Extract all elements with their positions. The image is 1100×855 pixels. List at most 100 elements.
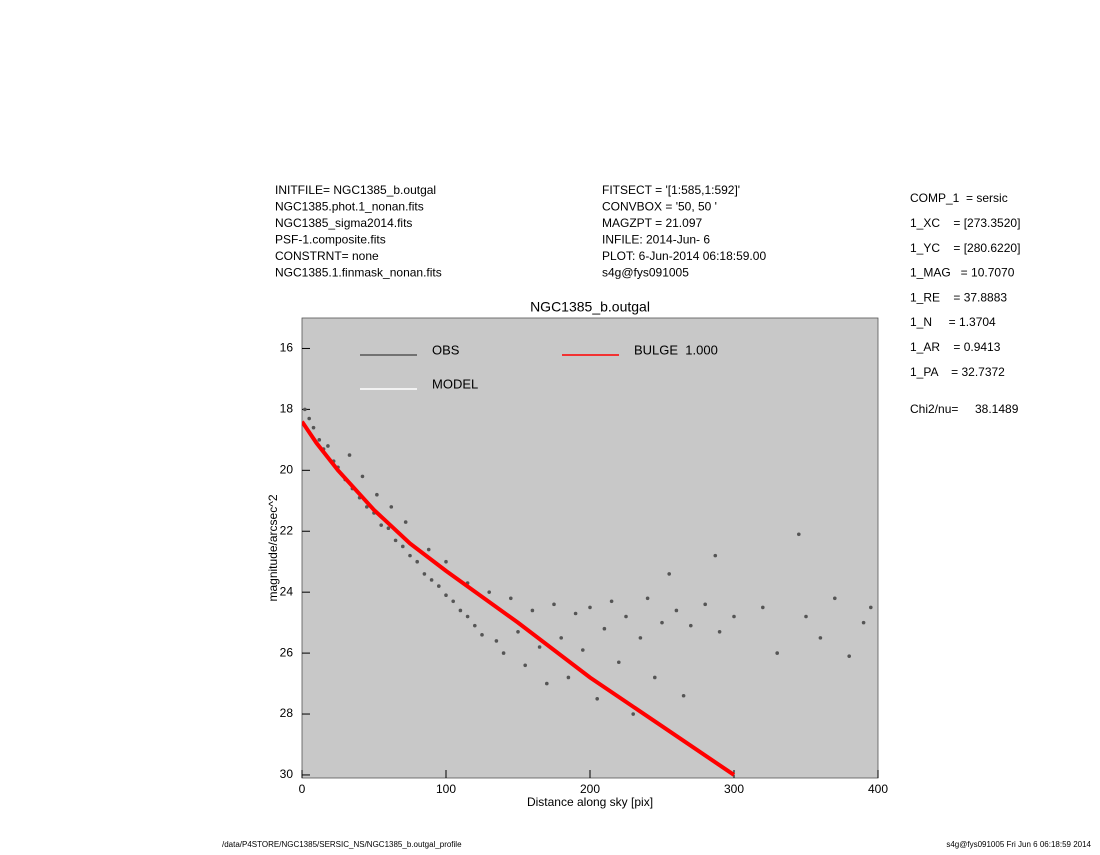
- chart-title: NGC1385_b.outgal: [530, 299, 650, 315]
- fit-parameter: 1_N = 1.3704: [910, 315, 996, 329]
- obs-point: [609, 599, 614, 604]
- model-line: [302, 420, 736, 777]
- obs-point: [681, 693, 686, 698]
- obs-point: [444, 559, 448, 564]
- x-tick-label: 0: [299, 782, 306, 796]
- obs-point: [818, 636, 823, 640]
- obs-point: [566, 675, 571, 680]
- fit-parameter: 1_AR = 0.9413: [910, 340, 1001, 354]
- header-left-line: NGC1385.1.finmask_nonan.fits: [275, 266, 442, 280]
- obs-point: [559, 636, 563, 640]
- obs-point: [422, 572, 427, 576]
- footer-left: /data/P4STORE/NGC1385/SERSIC_NS/NGC1385_…: [222, 840, 462, 849]
- obs-point: [401, 544, 405, 549]
- footer-right: s4g@fys091005 Fri Jun 6 06:18:59 2014: [946, 840, 1091, 849]
- obs-point: [847, 654, 851, 658]
- fit-parameter: 1_PA = 32.7372: [910, 365, 1005, 379]
- obs-point: [347, 453, 352, 457]
- obs-point: [375, 492, 379, 497]
- obs-point: [303, 407, 307, 412]
- obs-point: [386, 526, 391, 530]
- obs-point: [617, 660, 621, 665]
- header-left-line: CONSTRNT= none: [275, 249, 379, 263]
- y-tick-label: 30: [280, 767, 294, 781]
- obs-point: [480, 633, 484, 637]
- obs-point: [581, 648, 585, 652]
- header-middle-line: PLOT: 6-Jun-2014 06:18:59.00: [602, 249, 766, 263]
- obs-point: [717, 629, 722, 634]
- obs-point: [415, 559, 420, 564]
- obs-point: [804, 614, 808, 619]
- obs-point: [360, 474, 365, 479]
- obs-point: [545, 681, 549, 686]
- x-tick-label: 100: [436, 782, 456, 796]
- y-tick-label: 28: [280, 706, 294, 720]
- obs-point: [307, 416, 312, 421]
- obs-point: [631, 712, 635, 716]
- obs-point: [451, 599, 456, 604]
- obs-point: [426, 547, 431, 552]
- header-middle-line: CONVBOX = '50, 50 ': [602, 200, 717, 214]
- chi2-label: Chi2/nu=: [910, 402, 958, 416]
- obs-point: [458, 608, 463, 613]
- y-axis-label: magnitude/arcsec^2: [266, 494, 280, 601]
- header-left-line: NGC1385_sigma2014.fits: [275, 216, 412, 230]
- obs-point: [660, 620, 664, 625]
- obs-point: [473, 623, 477, 628]
- obs-point: [537, 645, 542, 649]
- obs-point: [861, 620, 866, 625]
- fit-parameter: 1_XC = [273.3520]: [910, 216, 1020, 230]
- chi2-value: 38.1489: [975, 402, 1019, 416]
- obs-point: [444, 593, 448, 598]
- header-left-line: INITFILE= NGC1385_b.outgal: [275, 183, 436, 197]
- obs-point: [761, 605, 765, 610]
- obs-point: [775, 651, 779, 655]
- fit-parameter: 1_MAG = 10.7070: [910, 266, 1015, 280]
- header-middle-line: s4g@fys091005: [602, 266, 689, 280]
- obs-point: [501, 651, 506, 655]
- y-tick-label: 26: [280, 645, 294, 659]
- x-axis-label: Distance along sky [pix]: [527, 795, 653, 809]
- obs-point: [408, 553, 412, 558]
- x-tick-label: 400: [868, 782, 888, 796]
- obs-point: [530, 608, 535, 613]
- obs-point: [317, 438, 322, 442]
- fit-parameter: COMP_1 = sersic: [910, 191, 1008, 205]
- y-tick-label: 18: [280, 402, 294, 416]
- obs-point: [437, 584, 441, 588]
- header-middle-line: FITSECT = '[1:585,1:592]': [602, 183, 740, 197]
- header-middle-line: MAGZPT = 21.097: [602, 216, 702, 230]
- obs-point: [393, 538, 398, 543]
- obs-point: [523, 663, 527, 668]
- legend-label: BULGE 1.000: [634, 342, 718, 357]
- obs-point: [797, 532, 801, 537]
- obs-point: [487, 590, 492, 594]
- header-left-line: PSF-1.composite.fits: [275, 233, 386, 247]
- obs-point: [674, 608, 679, 613]
- obs-point: [595, 696, 599, 701]
- y-tick-label: 22: [280, 523, 294, 537]
- x-tick-label: 200: [580, 782, 600, 796]
- obs-point: [713, 553, 718, 558]
- obs-point: [653, 675, 657, 680]
- obs-point: [732, 614, 736, 619]
- obs-point: [602, 626, 607, 631]
- y-tick-label: 16: [280, 341, 294, 355]
- obs-point: [689, 623, 693, 628]
- obs-point: [703, 602, 707, 607]
- obs-point: [326, 444, 330, 448]
- obs-point: [311, 425, 316, 430]
- fit-parameter: 1_YC = [280.6220]: [910, 241, 1020, 255]
- obs-point: [552, 602, 556, 607]
- obs-point: [624, 614, 628, 619]
- header-left-line: NGC1385.phot.1_nonan.fits: [275, 200, 424, 214]
- obs-point: [365, 505, 369, 509]
- obs-point: [509, 596, 513, 601]
- obs-point: [403, 520, 408, 524]
- header-middle-line: INFILE: 2014-Jun- 6: [602, 233, 710, 247]
- legend-label: MODEL: [432, 376, 478, 391]
- obs-point: [833, 596, 837, 601]
- plot-area: [301, 317, 879, 779]
- obs-point: [638, 636, 643, 640]
